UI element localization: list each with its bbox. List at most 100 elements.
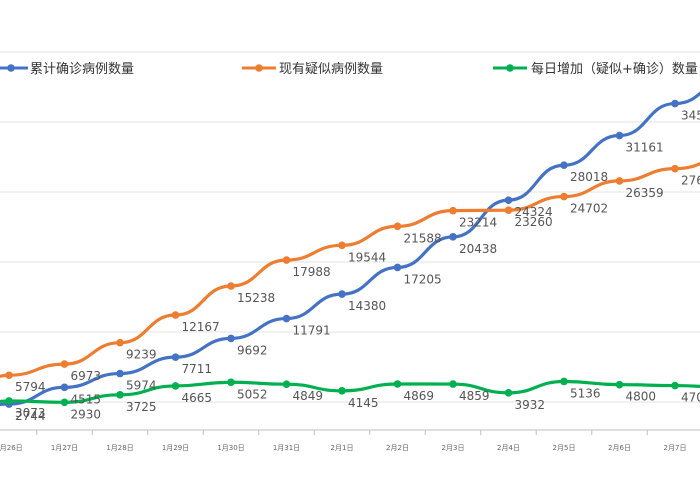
data-point-3 xyxy=(171,382,180,390)
x-tick-label: 2月7日 xyxy=(664,444,687,452)
legend-marker xyxy=(255,64,263,72)
x-tick-label: 1月29日 xyxy=(162,444,189,452)
data-label: 2744 xyxy=(15,409,46,423)
data-point-1 xyxy=(560,161,568,170)
data-point-1 xyxy=(116,369,124,378)
x-tick-label: 2月1日 xyxy=(331,444,354,452)
x-tick-label: 1月31日 xyxy=(273,444,300,452)
data-point-2 xyxy=(393,222,402,231)
legend-label: 现有疑似病例数量 xyxy=(279,61,383,77)
data-label: 14380 xyxy=(348,299,386,313)
data-point-2 xyxy=(171,311,180,319)
data-label: 4859 xyxy=(459,389,490,403)
legend-item-1: 累计确诊病例数量 xyxy=(0,62,134,77)
data-label: 9239 xyxy=(126,348,157,362)
legend-item-2: 现有疑似病例数量 xyxy=(242,61,383,77)
data-label: 4849 xyxy=(293,389,324,403)
data-label: 7711 xyxy=(182,362,213,376)
data-point-2 xyxy=(449,206,457,215)
x-tick-label: 2月3日 xyxy=(442,444,465,452)
data-label: 4800 xyxy=(626,390,657,404)
legend-item-3: 每日增加（疑似+确诊）数量 xyxy=(493,61,698,77)
x-tick-label: 1月27日 xyxy=(51,444,78,452)
series-lines xyxy=(0,91,700,408)
data-point-3 xyxy=(116,390,124,399)
gridlines xyxy=(0,51,700,403)
data-point-1 xyxy=(282,314,291,323)
data-label: 21588 xyxy=(404,231,442,245)
data-point-2 xyxy=(282,256,291,264)
data-point-1 xyxy=(393,263,402,272)
data-label: 9692 xyxy=(237,343,268,357)
data-label: 24324 xyxy=(515,205,553,219)
legend-label: 每日增加（疑似+确诊）数量 xyxy=(531,61,698,77)
data-point-1 xyxy=(338,290,346,298)
data-label: 5974 xyxy=(126,379,157,393)
data-label: 23260 xyxy=(515,215,553,229)
data-label: 28018 xyxy=(570,170,608,184)
data-point-2 xyxy=(227,282,235,290)
data-label: 3073 xyxy=(15,406,46,420)
data-point-2 xyxy=(615,177,624,185)
data-point-2 xyxy=(338,241,346,250)
data-point-3 xyxy=(560,377,568,386)
data-point-3 xyxy=(449,380,457,388)
x-tick-label: 1月26日 xyxy=(0,444,23,452)
legend-label: 累计确诊病例数量 xyxy=(30,62,134,77)
data-label: 4665 xyxy=(182,391,213,405)
data-label: 4700 xyxy=(681,391,700,405)
data-labels: 2744 4515 5974 7711 9692 11791 14380 17205 20438… xyxy=(15,109,700,424)
legend-marker xyxy=(7,64,15,72)
data-point-1 xyxy=(504,196,513,204)
data-point-2 xyxy=(116,338,124,347)
data-point-3 xyxy=(615,380,624,389)
x-tick-label: 1月28日 xyxy=(106,444,133,452)
data-label: 31161 xyxy=(626,141,664,155)
legend-marker xyxy=(506,64,514,72)
data-label: 17988 xyxy=(293,265,331,279)
x-tick-label: 1月30日 xyxy=(217,444,244,452)
data-point-1 xyxy=(449,233,457,241)
data-label: 4869 xyxy=(404,389,435,403)
x-tick-label: 2月2日 xyxy=(386,444,409,452)
data-label: 17205 xyxy=(404,272,442,286)
data-point-1 xyxy=(171,353,180,361)
data-point-2 xyxy=(60,360,69,368)
data-label: 4145 xyxy=(348,396,379,410)
data-label: 19544 xyxy=(348,250,386,264)
data-point-1 xyxy=(227,334,235,343)
data-label: 5136 xyxy=(570,386,601,400)
data-point-2 xyxy=(560,192,568,201)
x-axis: 1月26日 1月27日 1月28日 1月29日 1月30日 1月31日 2月1日 2月2日 2月… xyxy=(0,429,700,452)
data-label: 26359 xyxy=(626,186,664,200)
data-label: 11791 xyxy=(293,324,331,338)
data-label: 2930 xyxy=(71,407,102,421)
series-line-2 xyxy=(0,162,700,378)
data-point-3 xyxy=(504,389,513,397)
data-point-1 xyxy=(671,99,679,108)
data-point-3 xyxy=(60,398,69,407)
legend: 累计确诊病例数量 现有疑似病例数量 每日增加（疑似+确诊）数量 xyxy=(0,61,698,77)
data-label: 6973 xyxy=(71,369,102,383)
data-label: 23214 xyxy=(459,216,497,230)
data-point-3 xyxy=(338,387,346,395)
x-tick-label: 2月5日 xyxy=(553,444,576,452)
data-point-3 xyxy=(5,397,13,405)
data-label: 15238 xyxy=(237,291,275,305)
data-point-3 xyxy=(227,378,235,387)
data-label: 3932 xyxy=(515,398,546,412)
data-point-3 xyxy=(671,381,679,390)
data-label: 3725 xyxy=(126,400,157,414)
data-label: 5794 xyxy=(15,380,46,394)
x-tick-label: 2月6日 xyxy=(608,444,631,452)
series-line-1 xyxy=(0,91,700,406)
data-label: 4515 xyxy=(71,392,102,406)
data-point-1 xyxy=(615,131,624,140)
x-tick-label: 2月4日 xyxy=(497,444,520,452)
data-point-3 xyxy=(393,380,402,388)
data-label: 34546 xyxy=(681,109,700,123)
data-label: 27657 xyxy=(681,174,700,188)
data-label: 12167 xyxy=(182,320,220,334)
data-label: 24702 xyxy=(570,202,608,216)
